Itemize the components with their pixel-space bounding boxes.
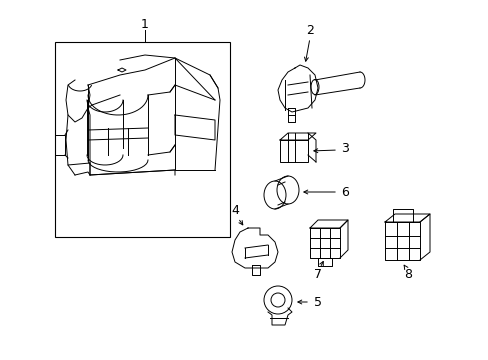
Text: 3: 3: [340, 141, 348, 154]
Text: 7: 7: [313, 269, 321, 282]
Text: 2: 2: [305, 23, 313, 36]
Bar: [280, 140, 307, 162]
Text: 5: 5: [313, 296, 321, 309]
Text: 6: 6: [340, 185, 348, 198]
Bar: [55, 42, 229, 237]
Text: 4: 4: [231, 203, 239, 216]
Text: 1: 1: [141, 18, 149, 31]
Text: 8: 8: [403, 269, 411, 282]
